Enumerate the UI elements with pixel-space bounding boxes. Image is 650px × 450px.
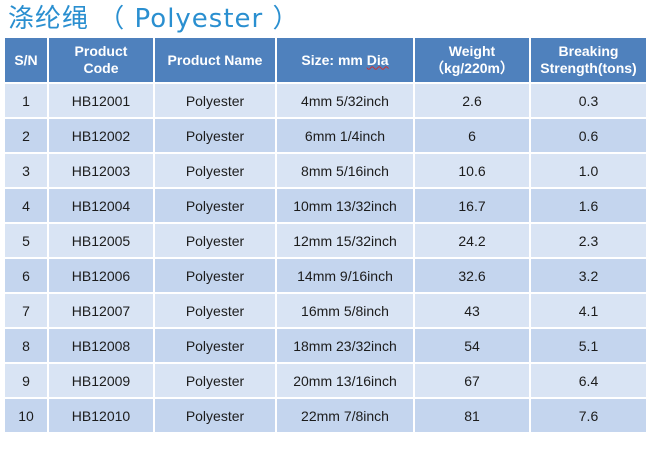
table-row: 5 HB12005 Polyester 12mm 15/32inch 24.2 2.3 [3, 222, 648, 259]
cell-product-name: Polyester [153, 117, 277, 154]
cell-sn: 4 [3, 187, 49, 224]
cell-breaking-strength: 6.4 [529, 362, 648, 399]
cell-weight: 67 [413, 362, 531, 399]
cell-size: 16mm 5/8inch [275, 292, 415, 329]
table-row: 8 HB12008 Polyester 18mm 23/32inch 54 5.1 [3, 327, 648, 364]
cell-product-code: HB12009 [47, 362, 155, 399]
header-product-name: Product Name [153, 36, 277, 84]
cell-product-code: HB12010 [47, 397, 155, 434]
cell-weight: 54 [413, 327, 531, 364]
header-product-code-line2: Code [83, 60, 119, 76]
cell-product-code: HB12001 [47, 82, 155, 119]
cell-product-code: HB12005 [47, 222, 155, 259]
cell-breaking-strength: 7.6 [529, 397, 648, 434]
cell-sn: 10 [3, 397, 49, 434]
cell-product-name: Polyester [153, 222, 277, 259]
cell-breaking-strength: 2.3 [529, 222, 648, 259]
table-row: 4 HB12004 Polyester 10mm 13/32inch 16.7 1.6 [3, 187, 648, 224]
cell-product-code: HB12003 [47, 152, 155, 189]
table-header-row: S/N Product Code Product Name Size: mm D… [3, 36, 648, 84]
table-row: 1 HB12001 Polyester 4mm 5/32inch 2.6 0.3 [3, 82, 648, 119]
table-row: 3 HB12003 Polyester 8mm 5/16inch 10.6 1.0 [3, 152, 648, 189]
spec-table: S/N Product Code Product Name Size: mm D… [3, 36, 648, 434]
header-weight: Weight （kg/220m） [413, 36, 531, 84]
cell-weight: 6 [413, 117, 531, 154]
header-strength-line1: Breaking [558, 43, 619, 59]
table-row: 2 HB12002 Polyester 6mm 1/4inch 6 0.6 [3, 117, 648, 154]
cell-product-code: HB12004 [47, 187, 155, 224]
cell-product-code: HB12008 [47, 327, 155, 364]
table-row: 9 HB12009 Polyester 20mm 13/16inch 67 6.4 [3, 362, 648, 399]
page-title: 涤纶绳 （ Polyester ） [8, 4, 300, 34]
cell-breaking-strength: 1.0 [529, 152, 648, 189]
cell-product-name: Polyester [153, 82, 277, 119]
cell-size: 12mm 15/32inch [275, 222, 415, 259]
table-row: 6 HB12006 Polyester 14mm 9/16inch 32.6 3.2 [3, 257, 648, 294]
header-size-prefix: Size: mm [301, 51, 367, 68]
cell-size: 10mm 13/32inch [275, 187, 415, 224]
cell-breaking-strength: 3.2 [529, 257, 648, 294]
header-product-code-line1: Product [74, 43, 128, 59]
cell-sn: 3 [3, 152, 49, 189]
cell-breaking-strength: 1.6 [529, 187, 648, 224]
cell-weight: 81 [413, 397, 531, 434]
cell-product-code: HB12007 [47, 292, 155, 329]
cell-product-code: HB12006 [47, 257, 155, 294]
table-body: 1 HB12001 Polyester 4mm 5/32inch 2.6 0.3 2 HB12… [3, 82, 648, 434]
cell-product-name: Polyester [153, 257, 277, 294]
header-breaking-strength: Breaking Strength(tons) [529, 36, 648, 84]
cell-breaking-strength: 4.1 [529, 292, 648, 329]
header-sn: S/N [3, 36, 49, 84]
cell-product-name: Polyester [153, 327, 277, 364]
cell-weight: 43 [413, 292, 531, 329]
cell-product-name: Polyester [153, 397, 277, 434]
cell-size: 8mm 5/16inch [275, 152, 415, 189]
cell-size: 22mm 7/8inch [275, 397, 415, 434]
cell-sn: 7 [3, 292, 49, 329]
cell-size: 4mm 5/32inch [275, 82, 415, 119]
cell-weight: 10.6 [413, 152, 531, 189]
cell-weight: 16.7 [413, 187, 531, 224]
cell-sn: 8 [3, 327, 49, 364]
header-size: Size: mm Dia [275, 36, 415, 84]
cell-size: 14mm 9/16inch [275, 257, 415, 294]
cell-product-name: Polyester [153, 187, 277, 224]
cell-sn: 9 [3, 362, 49, 399]
header-strength-line2: Strength(tons) [540, 60, 637, 76]
table-row: 10 HB12010 Polyester 22mm 7/8inch 81 7.6 [3, 397, 648, 434]
header-weight-line2: （kg/220m） [429, 60, 515, 76]
cell-size: 18mm 23/32inch [275, 327, 415, 364]
cell-weight: 32.6 [413, 257, 531, 294]
cell-sn: 1 [3, 82, 49, 119]
header-product-code: Product Code [47, 36, 155, 84]
cell-breaking-strength: 0.6 [529, 117, 648, 154]
cell-product-code: HB12002 [47, 117, 155, 154]
cell-sn: 6 [3, 257, 49, 294]
cell-size: 6mm 1/4inch [275, 117, 415, 154]
cell-product-name: Polyester [153, 362, 277, 399]
cell-sn: 2 [3, 117, 49, 154]
cell-breaking-strength: 0.3 [529, 82, 648, 119]
table-row: 7 HB12007 Polyester 16mm 5/8inch 43 4.1 [3, 292, 648, 329]
header-size-dia: Dia [366, 51, 389, 68]
cell-weight: 24.2 [413, 222, 531, 259]
cell-sn: 5 [3, 222, 49, 259]
cell-weight: 2.6 [413, 82, 531, 119]
cell-breaking-strength: 5.1 [529, 327, 648, 364]
cell-size: 20mm 13/16inch [275, 362, 415, 399]
header-weight-line1: Weight [448, 43, 496, 59]
cell-product-name: Polyester [153, 152, 277, 189]
cell-product-name: Polyester [153, 292, 277, 329]
